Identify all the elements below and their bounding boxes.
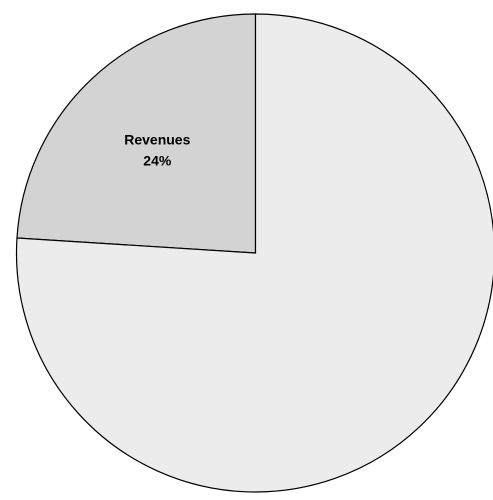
labels-layer: Revenues 24% — [124, 132, 190, 169]
slices-layer — [15, 13, 493, 493]
pie-slice-other-1 — [15, 13, 493, 493]
slice-label-group: Revenues 24% — [124, 132, 190, 169]
pie-slice-revenues — [16, 13, 257, 254]
slice-category-label: Revenues — [124, 132, 190, 148]
slice-value-label: 24% — [143, 153, 172, 169]
